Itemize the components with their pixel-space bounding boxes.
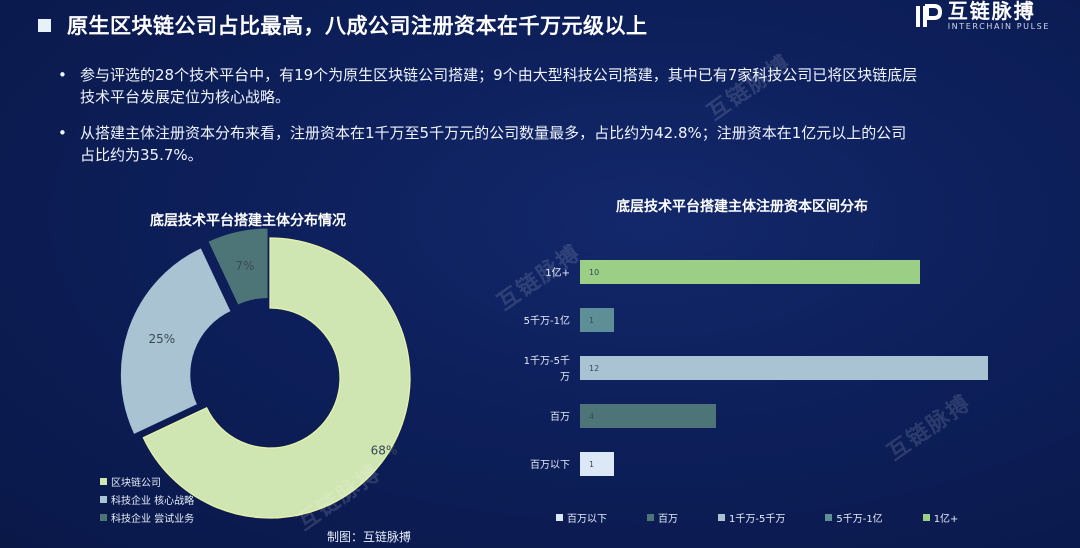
legend-swatch xyxy=(100,513,107,521)
legend-swatch xyxy=(825,513,833,521)
bar xyxy=(580,260,920,284)
bullet-item: 参与评选的28个技术平台中，有19个为原生区块链公司搭建；9个由大型科技公司搭建… xyxy=(58,64,918,108)
legend-swatch xyxy=(100,477,107,485)
logo-cn: 互链脉搏 xyxy=(947,0,1036,23)
bar xyxy=(580,308,614,332)
bar-value-label: 1 xyxy=(589,316,594,325)
bar xyxy=(580,452,614,476)
donut-chart: 68% 25% 7% xyxy=(120,228,411,519)
donut-slice xyxy=(120,247,232,435)
legend-item: 百万以下 xyxy=(556,508,607,526)
credit: 制图：互链脉搏 xyxy=(327,530,412,544)
legend-label: 科技企业 核心战略 xyxy=(111,495,195,507)
legend-swatch xyxy=(718,513,725,521)
legend-label: 1亿+ xyxy=(933,513,959,525)
donut-slice xyxy=(207,228,269,306)
legend-item: 区块链公司 xyxy=(100,472,194,490)
legend-item: 百万 xyxy=(647,508,678,526)
donut-slice xyxy=(142,237,411,519)
legend-swatch xyxy=(647,513,654,521)
bar xyxy=(580,356,988,380)
legend-label: 1千万-5千万 xyxy=(729,513,786,525)
bullet-item: 从搭建主体注册资本分布来看，注册资本在1千万至5千万元的公司数量最多，占比约为4… xyxy=(58,122,918,166)
legend-label: 5千万-1亿 xyxy=(836,513,883,525)
legend-swatch xyxy=(922,513,930,521)
legend-label: 百万 xyxy=(658,513,678,525)
page-title: 原生区块链公司占比最高，八成公司注册资本在千万元级以上 xyxy=(67,14,648,38)
bar-value-label: 1 xyxy=(589,460,594,469)
legend-item: 科技企业 尝试业务 xyxy=(100,508,194,526)
header: 原生区块链公司占比最高，八成公司注册资本在千万元级以上 xyxy=(38,10,648,40)
legend-label: 区块链公司 xyxy=(111,477,161,489)
donut-legend: 区块链公司 科技企业 核心战略 科技企业 尝试业务 xyxy=(100,472,194,526)
bar-category-label: 1亿+ xyxy=(545,266,570,279)
logo-en: INTERCHAIN PULSE xyxy=(947,22,1050,31)
legend-item: 5千万-1亿 xyxy=(825,508,883,526)
title-square-icon xyxy=(38,18,51,32)
legend-swatch xyxy=(100,495,107,503)
bar-category-label: 百万 xyxy=(550,411,570,423)
logo: 互链脉搏 INTERCHAIN PULSE xyxy=(914,0,1050,31)
bar-category-label: 万 xyxy=(560,372,570,383)
bar-chart-title: 底层技术平台搭建主体注册资本区间分布 xyxy=(616,199,868,215)
bar-value-label: 12 xyxy=(589,364,599,373)
bar-chart: 1亿+ 10 5千万-1亿 1 1千万-5千万 12 百万 4 百万以下 1 xyxy=(524,260,988,476)
bullet-list: 参与评选的28个技术平台中，有19个为原生区块链公司搭建；9个由大型科技公司搭建… xyxy=(58,64,918,180)
donut-chart-title: 底层技术平台搭建主体分布情况 xyxy=(150,213,346,229)
bar-category-label: 5千万-1亿 xyxy=(524,314,570,327)
donut-slice-label: 25% xyxy=(148,332,175,346)
legend-label: 百万以下 xyxy=(567,513,607,525)
bar-value-label: 4 xyxy=(589,412,594,421)
donut-slice-label: 7% xyxy=(235,259,254,273)
legend-item: 1亿+ xyxy=(922,508,959,526)
bar-legend: 百万以下 百万 1千万-5千万 5千万-1亿 1亿+ xyxy=(556,508,998,526)
donut-slice-label: 68% xyxy=(371,443,398,457)
bar-category-label: 百万以下 xyxy=(530,459,570,471)
legend-item: 科技企业 核心战略 xyxy=(100,490,194,508)
legend-swatch xyxy=(556,513,563,521)
legend-item: 1千万-5千万 xyxy=(718,508,785,526)
logo-mark-icon xyxy=(914,3,942,29)
legend-label: 科技企业 尝试业务 xyxy=(111,513,195,525)
bar-value-label: 10 xyxy=(589,268,599,277)
bar-category-label: 1千万-5千 xyxy=(524,355,570,367)
bar xyxy=(580,404,716,428)
